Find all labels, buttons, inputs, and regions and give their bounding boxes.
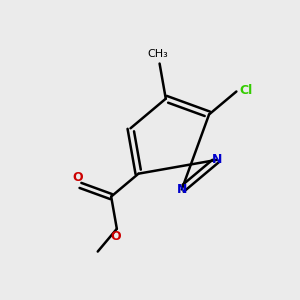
Text: O: O bbox=[110, 230, 121, 243]
Text: Cl: Cl bbox=[239, 83, 253, 97]
Text: O: O bbox=[72, 171, 83, 184]
Text: CH₃: CH₃ bbox=[148, 49, 169, 59]
Text: N: N bbox=[212, 153, 222, 166]
Text: N: N bbox=[177, 183, 187, 196]
